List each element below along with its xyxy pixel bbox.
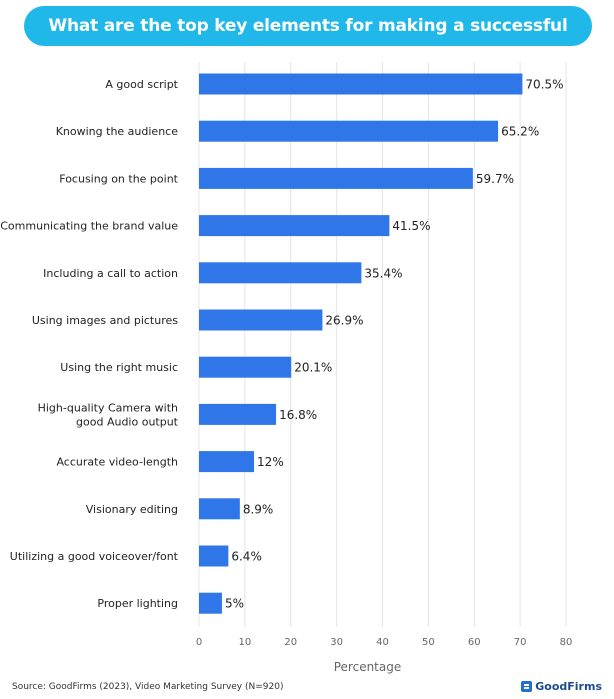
category-label-line: Utilizing a good voiceover/font [10, 550, 179, 563]
goodfirms-logo-icon [521, 681, 533, 692]
category-label-line: Including a call to action [43, 267, 178, 280]
value-labels: 70.5% 65.2% 59.7% 41.5% 35.4% 26.9% 20.1% 16.8%… [225, 78, 564, 611]
category-label: High-quality Camera with good Audio outpu… [38, 401, 179, 428]
x-tick-label: 70 [514, 637, 527, 648]
category-label: A good script [105, 78, 178, 91]
category-label: Using the right music [60, 361, 178, 374]
category-label-line: Communicating the brand value [0, 220, 178, 233]
category-label: Using images and pictures [32, 314, 178, 327]
category-label-line: A good script [105, 78, 178, 91]
bar [199, 545, 229, 567]
value-label: 20.1% [294, 361, 332, 375]
brand-name: GoodFirms [535, 680, 602, 693]
category-label-line: Visionary editing [86, 503, 178, 516]
category-label: Knowing the audience [56, 125, 179, 138]
value-label: 41.5% [392, 219, 430, 233]
category-label: Including a call to action [43, 267, 178, 280]
category-label-line: Proper lighting [97, 597, 178, 610]
x-tick-label: 30 [330, 637, 343, 648]
value-label: 35.4% [364, 266, 402, 280]
category-label-line: good Audio output [76, 415, 179, 428]
value-label: 65.2% [501, 125, 539, 139]
value-label: 6.4% [231, 550, 261, 564]
source-note: Source: GoodFirms (2023), Video Marketin… [12, 682, 284, 692]
category-label-line: Using images and pictures [32, 314, 178, 327]
category-label-line: Knowing the audience [56, 125, 179, 138]
bar [199, 167, 473, 189]
x-tick-label: 50 [422, 637, 435, 648]
bar [199, 262, 362, 284]
category-label: Accurate video-length [56, 456, 178, 469]
value-label: 59.7% [476, 172, 514, 186]
value-label: 12% [257, 455, 284, 469]
x-tick-label: 0 [196, 637, 202, 648]
x-tick-label: 60 [468, 637, 481, 648]
x-axis-title: Percentage [334, 660, 402, 674]
category-label-line: High-quality Camera with [38, 401, 178, 414]
bar [199, 120, 499, 142]
x-tick-label: 10 [239, 637, 252, 648]
category-label-line: Focusing on the point [59, 172, 178, 185]
x-tick-label: 80 [560, 637, 573, 648]
bars [199, 73, 523, 614]
value-label: 26.9% [325, 314, 363, 328]
x-axis-ticks: 0 10 20 30 40 50 60 70 80 [196, 637, 573, 648]
bar [199, 356, 292, 378]
x-tick-label: 40 [376, 637, 389, 648]
category-label: Communicating the brand value [0, 220, 178, 233]
grid-lines [198, 62, 567, 627]
value-label: 5% [225, 597, 244, 611]
bar [199, 309, 323, 331]
value-label: 70.5% [525, 78, 563, 92]
category-label-line: Using the right music [60, 361, 178, 374]
bar [199, 592, 222, 614]
bar [199, 451, 255, 473]
brand-logo: GoodFirms [521, 680, 602, 693]
category-label: Visionary editing [86, 503, 178, 516]
bar [199, 215, 390, 237]
bar [199, 73, 523, 95]
category-label-line: Accurate video-length [56, 456, 178, 469]
category-label: Proper lighting [97, 597, 178, 610]
value-label: 16.8% [279, 408, 317, 422]
chart-title: What are the top key elements for making… [24, 6, 592, 76]
category-label: Utilizing a good voiceover/font [10, 550, 179, 563]
category-labels: A good script Knowing the audience Focusin… [0, 78, 178, 610]
value-label: 8.9% [243, 502, 273, 516]
bar [199, 403, 277, 425]
x-tick-label: 20 [284, 637, 297, 648]
bar [199, 498, 240, 520]
category-label: Focusing on the point [59, 172, 178, 185]
